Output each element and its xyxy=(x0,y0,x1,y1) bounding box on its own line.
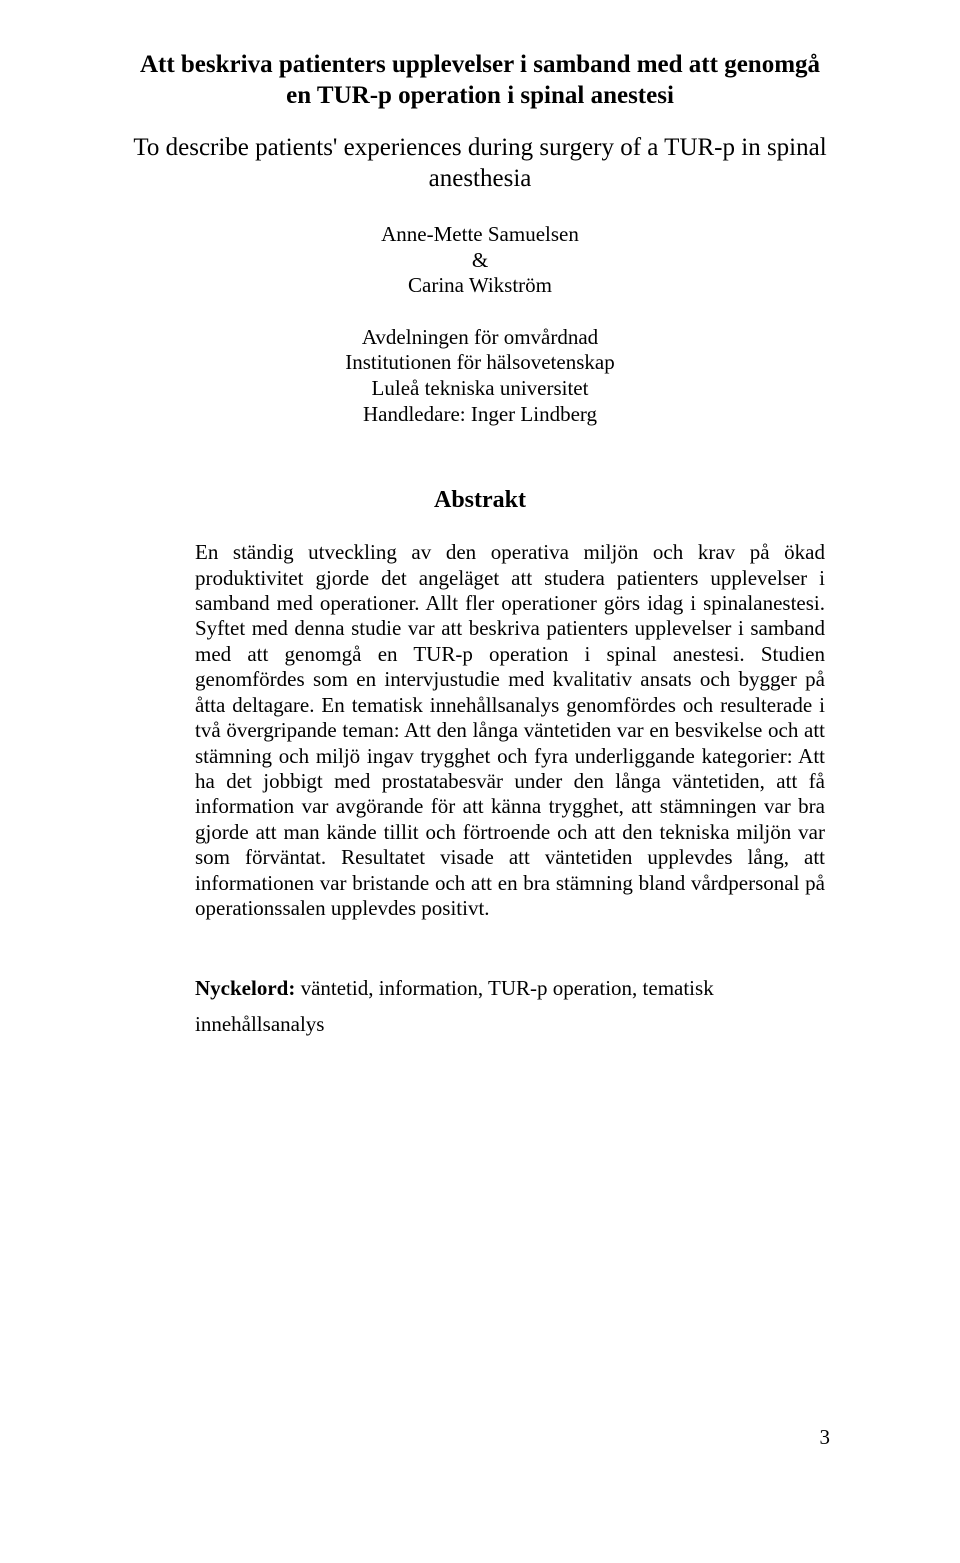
title-swedish: Att beskriva patienters upplevelser i sa… xyxy=(130,50,830,111)
page-number: 3 xyxy=(820,1425,831,1450)
keywords-block: Nyckelord: väntetid, information, TUR-p … xyxy=(130,971,830,1042)
abstract-body: En ständig utveckling av den operativa m… xyxy=(130,540,830,921)
title-english: To describe patients' experiences during… xyxy=(130,133,830,194)
abstract-heading: Abstrakt xyxy=(130,487,830,514)
authors: Anne-Mette Samuelsen&Carina Wikström xyxy=(130,222,830,299)
keywords-label: Nyckelord: xyxy=(195,976,295,1000)
affiliation: Avdelningen för omvårdnadInstitutionen f… xyxy=(130,325,830,427)
